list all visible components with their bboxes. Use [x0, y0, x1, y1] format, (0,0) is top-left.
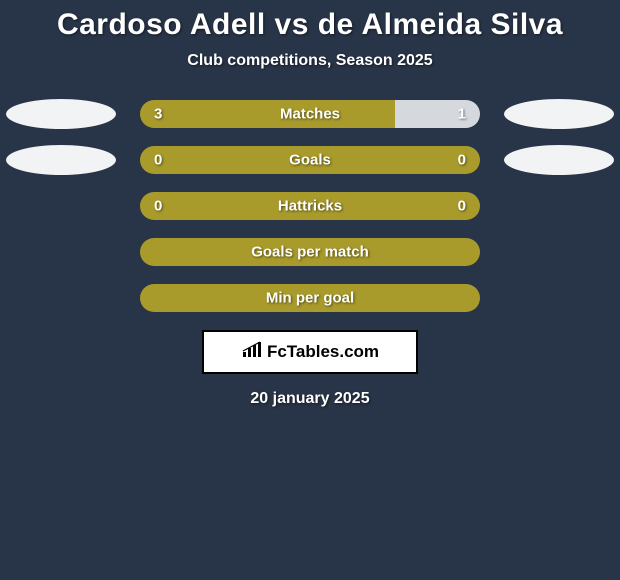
stat-value-left: 0	[154, 198, 162, 215]
logo-box[interactable]: FcTables.com	[202, 330, 418, 374]
stat-bar: Min per goal	[140, 284, 480, 312]
player-badge-right	[504, 145, 614, 175]
stat-bar: Hattricks 0 0	[140, 192, 480, 220]
stat-label: Goals per match	[251, 244, 369, 261]
stat-value-left: 0	[154, 152, 162, 169]
page-title: Cardoso Adell vs de Almeida Silva	[0, 0, 620, 42]
subtitle: Club competitions, Season 2025	[0, 52, 620, 70]
stat-value-right: 0	[458, 198, 466, 215]
player-badge-left	[6, 99, 116, 129]
stat-rows: Matches 3 1 Goals 0 0 Hattricks 0 0 Goals per mat…	[0, 100, 620, 312]
stat-row: Min per goal	[0, 284, 620, 312]
stat-row: Goals 0 0	[0, 146, 620, 174]
bar-segment-left	[140, 100, 395, 128]
bar-segment-right	[310, 146, 480, 174]
stat-value-right: 0	[458, 152, 466, 169]
stat-bar: Goals 0 0	[140, 146, 480, 174]
stat-value-right: 1	[458, 106, 466, 123]
stats-comparison-card: Cardoso Adell vs de Almeida Silva Club c…	[0, 0, 620, 580]
stat-label: Goals	[289, 152, 331, 169]
stat-label: Min per goal	[266, 290, 354, 307]
stat-row: Goals per match	[0, 238, 620, 266]
stat-label: Hattricks	[278, 198, 342, 215]
stat-bar: Goals per match	[140, 238, 480, 266]
stat-bar: Matches 3 1	[140, 100, 480, 128]
stat-value-left: 3	[154, 106, 162, 123]
date-label: 20 january 2025	[0, 390, 620, 408]
bar-chart-icon	[241, 341, 263, 364]
stat-label: Matches	[280, 106, 340, 123]
bar-segment-left	[140, 146, 310, 174]
logo-text: FcTables.com	[267, 342, 379, 362]
player-badge-right	[504, 99, 614, 129]
player-badge-left	[6, 145, 116, 175]
stat-row: Hattricks 0 0	[0, 192, 620, 220]
stat-row: Matches 3 1	[0, 100, 620, 128]
bar-segment-right	[395, 100, 480, 128]
